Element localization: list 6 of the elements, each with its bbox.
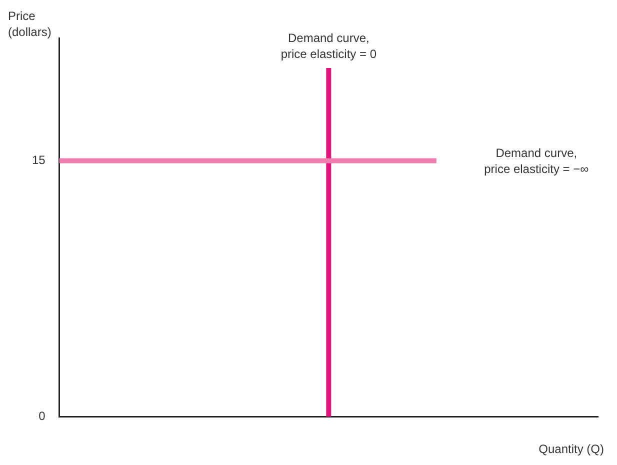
x-axis-title: Quantity (Q) <box>538 442 604 456</box>
y-tick-label: 0 <box>38 408 46 423</box>
y-tick-label: 15 <box>32 153 46 168</box>
y-axis-title: Price (dollars) <box>8 9 52 39</box>
annotation: Demand curve, price elasticity = 0 <box>280 31 377 61</box>
annotation: Demand curve, price elasticity = −∞ <box>484 146 590 176</box>
